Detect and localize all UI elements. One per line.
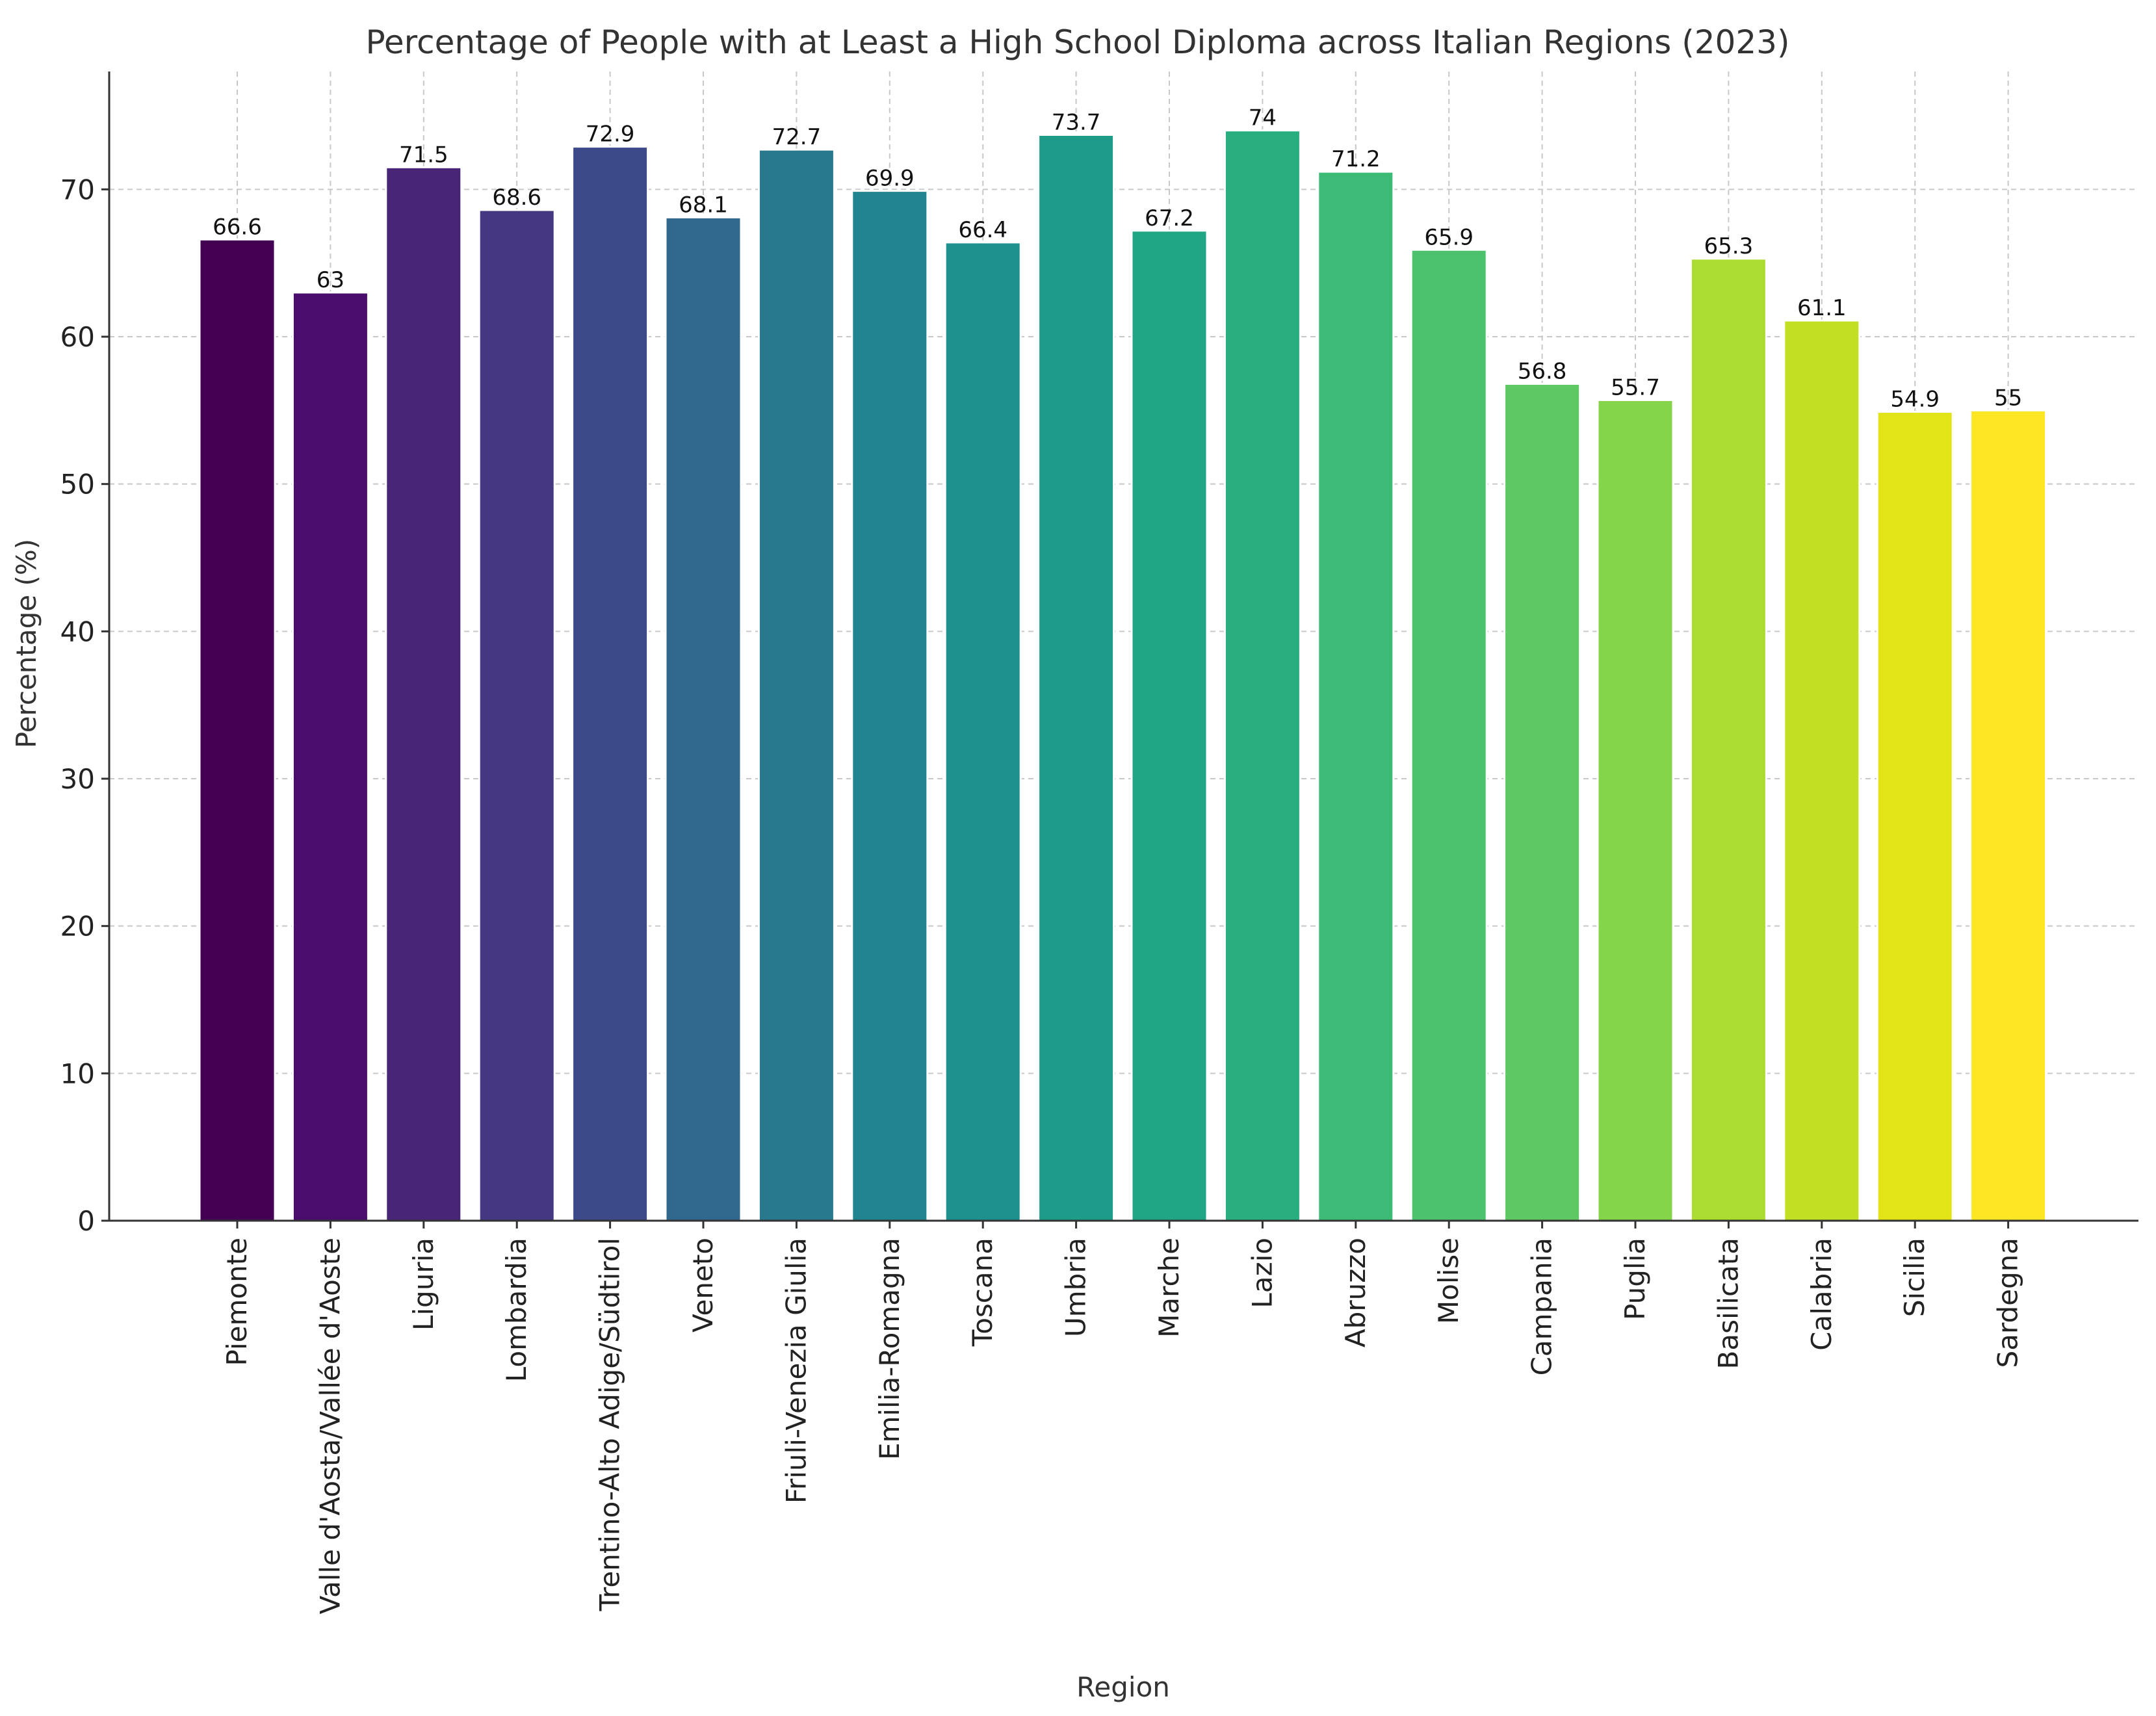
data-label: 72.7 bbox=[772, 124, 822, 150]
y-tick-label: 20 bbox=[60, 911, 95, 942]
data-label: 72.9 bbox=[586, 122, 635, 148]
bar bbox=[944, 241, 1022, 1222]
x-tick-label: Trentino-Alto Adige/Südtirol bbox=[594, 1238, 626, 1611]
data-label: 67.2 bbox=[1145, 205, 1194, 231]
bar bbox=[1783, 319, 1861, 1222]
bar bbox=[1689, 257, 1767, 1222]
y-tick-label: 30 bbox=[60, 763, 95, 795]
y-tick-label: 50 bbox=[60, 469, 95, 500]
x-tick-label: Abruzzo bbox=[1340, 1238, 1371, 1347]
data-label: 71.2 bbox=[1331, 146, 1381, 172]
data-label: 71.5 bbox=[399, 142, 448, 168]
y-axis: 0 10 20 30 40 50 60 70 bbox=[60, 72, 110, 1237]
bar bbox=[385, 166, 463, 1222]
y-tick-label: 60 bbox=[60, 321, 95, 353]
data-label: 68.1 bbox=[679, 192, 728, 218]
x-tick-label: Toscana bbox=[967, 1238, 998, 1347]
x-tick-label: Campania bbox=[1526, 1238, 1558, 1375]
bar bbox=[198, 238, 276, 1222]
data-label: 74 bbox=[1249, 105, 1277, 131]
x-tick-label: Puglia bbox=[1619, 1238, 1651, 1320]
bar bbox=[1223, 129, 1301, 1222]
bar bbox=[1876, 411, 1954, 1222]
x-tick-label: Liguria bbox=[408, 1238, 439, 1331]
x-tick-label: Lazio bbox=[1246, 1238, 1278, 1308]
x-tick-label: Veneto bbox=[687, 1238, 719, 1332]
bar bbox=[851, 190, 929, 1222]
x-tick-label: Molise bbox=[1433, 1238, 1464, 1324]
data-label: 65.9 bbox=[1424, 224, 1474, 250]
data-label: 65.3 bbox=[1704, 233, 1754, 259]
bar bbox=[291, 291, 369, 1222]
y-tick-label: 0 bbox=[77, 1205, 95, 1237]
chart-title: Percentage of People with at Least a Hig… bbox=[366, 23, 1790, 61]
data-label: 66.6 bbox=[213, 214, 262, 240]
x-tick-label: Umbria bbox=[1060, 1238, 1092, 1337]
x-tick-label: Sicilia bbox=[1899, 1238, 1930, 1317]
data-label: 63 bbox=[317, 267, 344, 293]
x-tick-label: Emilia-Romagna bbox=[874, 1238, 905, 1460]
y-tick-label: 10 bbox=[60, 1058, 95, 1089]
x-axis-label: Region bbox=[1076, 1671, 1170, 1703]
bar bbox=[478, 209, 556, 1222]
x-tick-label: Lombardia bbox=[500, 1238, 532, 1382]
bar bbox=[1503, 383, 1581, 1222]
bar bbox=[664, 216, 742, 1222]
x-tick-label: Valle d'Aosta/Vallée d'Aoste bbox=[314, 1238, 346, 1615]
x-tick-label: Sardegna bbox=[1992, 1238, 2024, 1368]
bar bbox=[571, 146, 649, 1222]
data-label: 55 bbox=[1994, 385, 2022, 411]
y-tick-label: 70 bbox=[60, 174, 95, 205]
data-label: 73.7 bbox=[1052, 109, 1101, 135]
bar bbox=[1130, 229, 1208, 1222]
data-label: 66.4 bbox=[958, 217, 1007, 243]
bars bbox=[198, 129, 2047, 1222]
bar bbox=[757, 148, 835, 1222]
data-label: 54.9 bbox=[1890, 387, 1940, 413]
data-label: 68.6 bbox=[492, 185, 541, 211]
data-label: 55.7 bbox=[1611, 374, 1660, 400]
x-axis: Piemonte Valle d'Aosta/Vallée d'Aoste Ligu… bbox=[109, 1219, 2138, 1615]
x-tick-label: Basilicata bbox=[1712, 1238, 1744, 1369]
bar bbox=[1410, 248, 1488, 1222]
x-tick-label: Marche bbox=[1153, 1238, 1185, 1338]
data-label: 61.1 bbox=[1797, 295, 1847, 321]
bar bbox=[1037, 133, 1115, 1222]
data-label: 56.8 bbox=[1518, 359, 1567, 385]
y-axis-label: Percentage (%) bbox=[10, 539, 42, 748]
data-labels: 66.6 63 71.5 68.6 72.9 68.1 72.7 69.9 66.4 73.7 67… bbox=[213, 105, 2022, 413]
bar bbox=[1596, 398, 1674, 1222]
bar bbox=[1969, 409, 2047, 1222]
x-tick-label: Piemonte bbox=[221, 1238, 253, 1366]
y-tick-label: 40 bbox=[60, 616, 95, 647]
data-label: 69.9 bbox=[865, 166, 915, 192]
x-tick-label: Friuli-Venezia Giulia bbox=[780, 1238, 812, 1503]
bar bbox=[1317, 170, 1395, 1222]
x-tick-label: Calabria bbox=[1806, 1238, 1838, 1351]
